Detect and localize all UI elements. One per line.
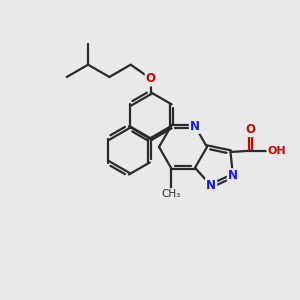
Text: N: N — [190, 120, 200, 133]
Text: N: N — [228, 169, 238, 182]
Text: N: N — [206, 179, 216, 192]
Text: OH: OH — [268, 146, 286, 156]
Text: CH₃: CH₃ — [161, 189, 181, 199]
Text: O: O — [146, 72, 156, 85]
Text: O: O — [245, 123, 255, 136]
